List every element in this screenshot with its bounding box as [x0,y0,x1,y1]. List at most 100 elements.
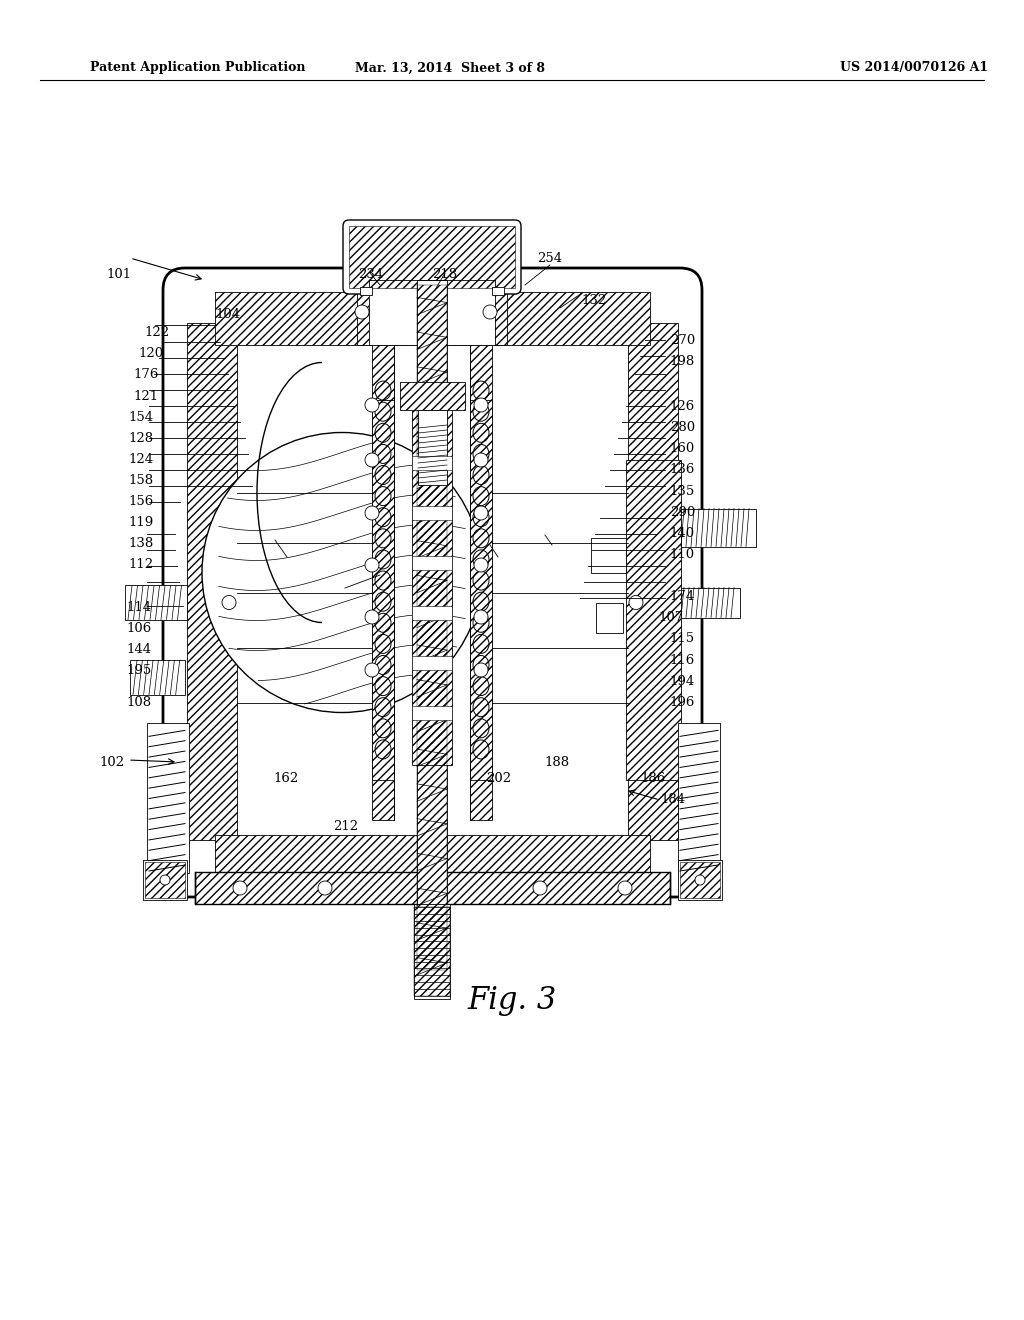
Circle shape [474,399,488,412]
Text: 195: 195 [126,664,152,677]
Bar [678,723,720,873]
Circle shape [233,880,247,895]
Text: 104: 104 [215,308,241,321]
Text: 158: 158 [128,474,154,487]
Circle shape [160,875,170,884]
Text: 122: 122 [144,326,170,339]
Text: 186: 186 [640,772,666,785]
Circle shape [365,506,379,520]
Circle shape [474,453,488,467]
Text: 212: 212 [334,820,358,833]
Text: 140: 140 [670,527,695,540]
Bar [680,862,720,898]
Bar [187,323,237,840]
Bar [357,290,507,345]
Text: Mar. 13, 2014  Sheet 3 of 8: Mar. 13, 2014 Sheet 3 of 8 [355,62,545,74]
Circle shape [483,305,497,319]
Bar [678,508,756,546]
Bar [143,861,187,900]
Circle shape [474,610,488,624]
Bar [417,285,447,970]
Text: 119: 119 [128,516,154,529]
Text: 124: 124 [128,453,154,466]
Circle shape [365,558,379,572]
Text: US 2014/0070126 A1: US 2014/0070126 A1 [840,62,988,74]
Text: 116: 116 [670,653,695,667]
Bar [360,286,372,294]
Text: 176: 176 [133,368,159,381]
Text: 184: 184 [660,793,686,807]
Circle shape [365,453,379,467]
Circle shape [365,399,379,412]
Text: 290: 290 [670,506,695,519]
Text: 196: 196 [670,696,695,709]
Text: 136: 136 [670,463,695,477]
Text: 280: 280 [670,421,695,434]
Text: 144: 144 [126,643,152,656]
Bar [492,286,504,294]
Text: 101: 101 [105,268,131,281]
Bar [470,400,492,780]
Bar [414,907,450,997]
Text: 110: 110 [670,548,695,561]
Text: 138: 138 [128,537,154,550]
Circle shape [618,880,632,895]
Text: 102: 102 [99,756,125,770]
FancyBboxPatch shape [343,220,521,294]
Circle shape [629,595,643,610]
Bar [369,290,495,345]
Text: Patent Application Publication: Patent Application Publication [90,62,305,74]
Text: 108: 108 [126,696,152,709]
Text: 121: 121 [133,389,159,403]
Bar [412,506,452,520]
Bar [418,411,447,484]
Bar [195,873,670,904]
Text: 160: 160 [670,442,695,455]
Text: 107: 107 [658,611,684,624]
Text: 154: 154 [128,411,154,424]
Text: 106: 106 [126,622,152,635]
Text: 156: 156 [128,495,154,508]
Bar [215,836,650,875]
Text: 188: 188 [545,756,569,770]
Bar [412,385,452,766]
Circle shape [474,663,488,677]
Bar [237,345,628,836]
Text: 254: 254 [538,252,562,265]
Bar [626,459,681,780]
Bar [591,537,626,573]
Circle shape [474,506,488,520]
Bar [412,706,452,719]
Bar [628,323,678,840]
Bar [678,861,722,900]
Bar [215,292,650,345]
Bar [412,455,452,470]
Circle shape [318,880,332,895]
Text: 126: 126 [670,400,695,413]
Circle shape [202,433,482,713]
Text: 194: 194 [670,675,695,688]
Bar [349,226,515,288]
Text: 270: 270 [670,334,695,347]
Text: 135: 135 [670,484,695,498]
Bar [417,280,447,975]
Text: 234: 234 [358,268,383,281]
Bar [125,585,187,619]
Bar [372,345,394,820]
Circle shape [474,558,488,572]
Text: 115: 115 [670,632,695,645]
Text: 202: 202 [486,772,511,785]
Circle shape [534,880,547,895]
Circle shape [695,875,705,884]
Bar [414,904,450,999]
Bar [147,723,189,873]
Text: Fig. 3: Fig. 3 [467,985,557,1015]
Bar [678,587,740,618]
Bar [145,862,185,898]
Bar [400,381,465,411]
Circle shape [365,663,379,677]
Bar [372,400,394,780]
Text: 112: 112 [128,558,154,572]
Text: 132: 132 [582,294,607,308]
Bar [596,602,623,632]
